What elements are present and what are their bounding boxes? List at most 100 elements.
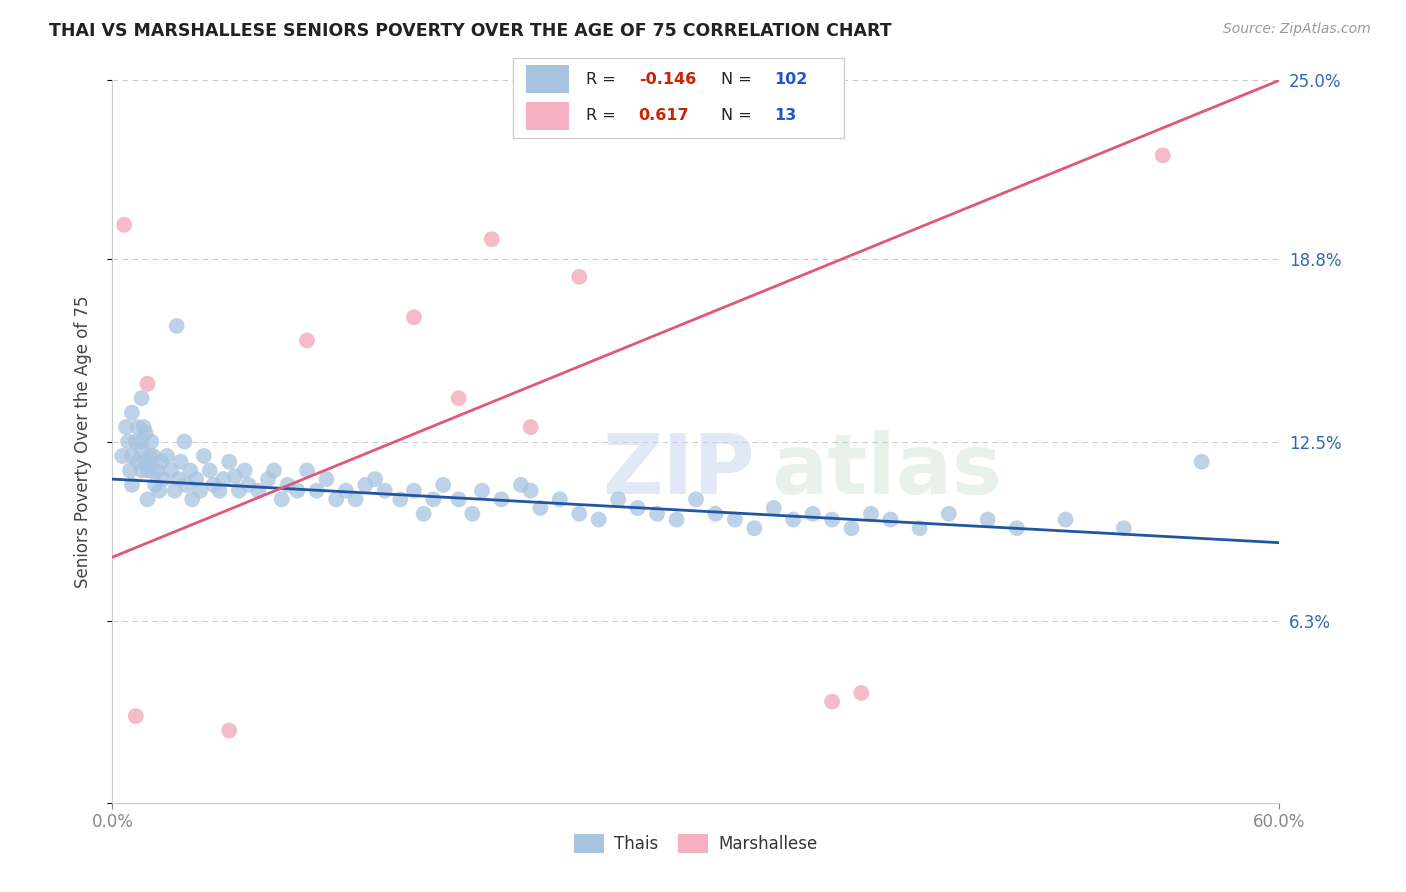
Point bbox=[212, 472, 235, 486]
Point bbox=[295, 334, 318, 348]
Point bbox=[305, 483, 328, 498]
Point bbox=[270, 492, 292, 507]
Point bbox=[132, 420, 155, 434]
Point bbox=[325, 492, 347, 507]
Point bbox=[115, 420, 138, 434]
Point bbox=[127, 420, 149, 434]
Point bbox=[364, 472, 387, 486]
Point bbox=[135, 425, 157, 440]
Point bbox=[131, 463, 153, 477]
Point bbox=[402, 310, 425, 325]
Point bbox=[208, 483, 231, 498]
Point bbox=[121, 449, 143, 463]
Point bbox=[354, 478, 377, 492]
Point bbox=[471, 483, 494, 498]
Point bbox=[315, 472, 337, 486]
Text: 13: 13 bbox=[775, 108, 796, 123]
Text: 102: 102 bbox=[775, 72, 807, 87]
Point bbox=[136, 492, 159, 507]
Point bbox=[724, 512, 747, 526]
Point bbox=[202, 478, 225, 492]
Point bbox=[276, 478, 298, 492]
Point bbox=[152, 472, 174, 486]
Point bbox=[166, 318, 188, 333]
Point bbox=[184, 472, 207, 486]
Point bbox=[447, 492, 470, 507]
Point bbox=[529, 501, 551, 516]
Point bbox=[263, 463, 285, 477]
Point bbox=[143, 478, 166, 492]
Point bbox=[156, 449, 179, 463]
Text: Source: ZipAtlas.com: Source: ZipAtlas.com bbox=[1223, 22, 1371, 37]
Point bbox=[821, 695, 844, 709]
Point bbox=[412, 507, 434, 521]
Point bbox=[665, 512, 688, 526]
Point bbox=[146, 463, 169, 477]
Point bbox=[1112, 521, 1135, 535]
Text: -0.146: -0.146 bbox=[638, 72, 696, 87]
Point bbox=[228, 483, 250, 498]
Text: N =: N = bbox=[721, 108, 758, 123]
Point bbox=[627, 501, 650, 516]
Point bbox=[188, 483, 211, 498]
Point bbox=[295, 463, 318, 477]
Point bbox=[285, 483, 308, 498]
Point bbox=[519, 420, 541, 434]
Point bbox=[782, 512, 804, 526]
Point bbox=[1152, 148, 1174, 162]
Bar bbox=[526, 65, 569, 94]
Point bbox=[136, 463, 159, 477]
Text: R =: R = bbox=[586, 72, 621, 87]
Point bbox=[645, 507, 668, 521]
Text: ZIP: ZIP bbox=[603, 430, 755, 511]
Point bbox=[1054, 512, 1077, 526]
Point bbox=[125, 709, 148, 723]
Point bbox=[344, 492, 367, 507]
Point bbox=[141, 463, 163, 477]
Point bbox=[233, 463, 256, 477]
Point bbox=[117, 434, 139, 449]
Point bbox=[704, 507, 727, 521]
Point bbox=[150, 455, 173, 469]
Point bbox=[481, 232, 503, 246]
Point bbox=[841, 521, 863, 535]
Point bbox=[224, 469, 246, 483]
Point bbox=[112, 218, 135, 232]
Point bbox=[432, 478, 454, 492]
Point bbox=[1005, 521, 1028, 535]
Point bbox=[142, 449, 165, 463]
Point bbox=[685, 492, 707, 507]
Point bbox=[568, 507, 591, 521]
Text: 0.617: 0.617 bbox=[638, 108, 689, 123]
Point bbox=[131, 434, 153, 449]
Point bbox=[167, 472, 190, 486]
Point bbox=[374, 483, 396, 498]
Point bbox=[568, 269, 591, 284]
Point bbox=[136, 376, 159, 391]
Point bbox=[548, 492, 571, 507]
Legend: Thais, Marshallese: Thais, Marshallese bbox=[568, 827, 824, 860]
Point bbox=[238, 478, 260, 492]
Point bbox=[389, 492, 412, 507]
Point bbox=[588, 512, 610, 526]
Point bbox=[257, 472, 280, 486]
Point bbox=[519, 483, 541, 498]
Point bbox=[160, 463, 183, 477]
Point bbox=[127, 455, 149, 469]
Text: atlas: atlas bbox=[772, 430, 1002, 511]
Point bbox=[851, 686, 873, 700]
Point bbox=[976, 512, 998, 526]
Point bbox=[744, 521, 766, 535]
Point bbox=[163, 483, 186, 498]
Point bbox=[121, 406, 143, 420]
Point bbox=[402, 483, 425, 498]
Point bbox=[193, 449, 215, 463]
Point bbox=[218, 723, 240, 738]
Point bbox=[218, 455, 240, 469]
Point bbox=[821, 512, 844, 526]
Point bbox=[461, 507, 484, 521]
Point bbox=[1191, 455, 1213, 469]
Point bbox=[491, 492, 513, 507]
Point bbox=[173, 434, 195, 449]
Text: N =: N = bbox=[721, 72, 758, 87]
